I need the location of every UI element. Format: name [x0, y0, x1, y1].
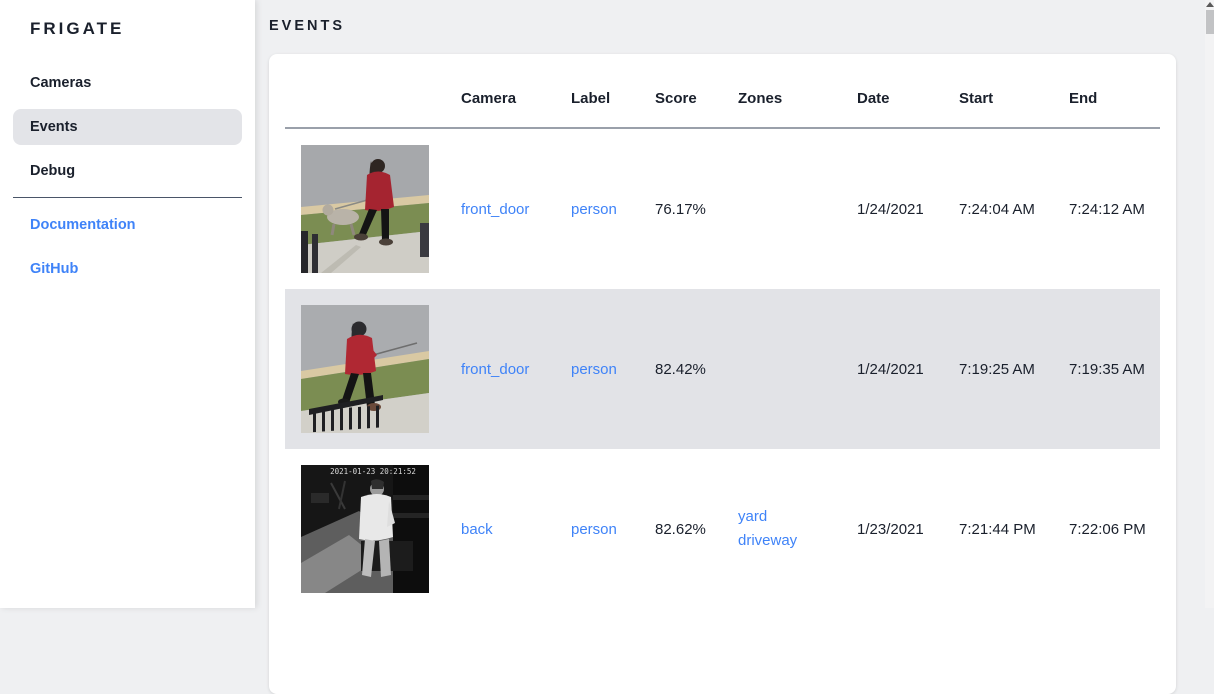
event-row[interactable]: front_door person 76.17% 1/24/2021 7:24:… — [285, 128, 1160, 289]
start-time-value: 7:21:44 PM — [959, 520, 1036, 538]
event-thumbnail-cell — [285, 289, 445, 449]
date-value: 1/24/2021 — [857, 200, 924, 218]
vertical-scrollbar[interactable] — [1205, 0, 1214, 608]
sidebar-item-label: Debug — [30, 163, 76, 179]
column-header-label: Label — [555, 70, 639, 129]
column-header-score: Score — [639, 70, 722, 129]
scrollbar-thumb[interactable] — [1205, 10, 1214, 34]
page-title: EVENTS — [269, 18, 346, 34]
end-time-value: 7:24:12 AM — [1069, 200, 1145, 218]
column-header-thumbnail — [285, 70, 445, 129]
camera-link[interactable]: front_door — [461, 200, 530, 218]
sidebar-nav: Cameras Events Debug — [13, 65, 242, 189]
column-header-zones: Zones — [722, 70, 841, 129]
sidebar-link-label: GitHub — [30, 261, 79, 277]
camera-link[interactable]: back — [461, 520, 493, 538]
sidebar: FRIGATE Cameras Events Debug Documentati… — [0, 0, 255, 608]
event-thumbnail[interactable] — [301, 305, 429, 433]
column-header-date: Date — [841, 70, 943, 129]
sidebar-item-events[interactable]: Events — [13, 109, 242, 145]
end-time-value: 7:22:06 PM — [1069, 520, 1146, 538]
camera-link[interactable]: front_door — [461, 360, 530, 378]
event-thumbnail[interactable]: 2021-01-23 20:21:52 — [301, 465, 429, 593]
event-thumbnail-cell: 2021-01-23 20:21:52 — [285, 449, 445, 609]
events-table: Camera Label Score Zones Date Start End — [285, 70, 1160, 609]
zone-link[interactable]: driveway — [738, 532, 798, 549]
score-value: 82.42% — [655, 360, 706, 378]
event-thumbnail-cell — [285, 128, 445, 289]
label-link[interactable]: person — [571, 200, 617, 218]
zone-link[interactable]: yard — [738, 508, 768, 525]
events-table-header: Camera Label Score Zones Date Start End — [285, 70, 1160, 129]
date-value: 1/23/2021 — [857, 520, 924, 538]
label-link[interactable]: person — [571, 360, 617, 378]
scroll-up-icon[interactable] — [1205, 2, 1214, 7]
event-row[interactable]: front_door person 82.42% 1/24/2021 7:19:… — [285, 289, 1160, 449]
app-logo: FRIGATE — [30, 19, 125, 38]
column-header-camera: Camera — [445, 70, 555, 129]
score-value: 82.62% — [655, 520, 706, 538]
sidebar-item-label: Cameras — [30, 75, 92, 91]
end-time-value: 7:19:35 AM — [1069, 360, 1145, 378]
sidebar-link-documentation[interactable]: Documentation — [13, 207, 242, 243]
start-time-value: 7:24:04 AM — [959, 200, 1035, 218]
zones-cell — [722, 289, 841, 449]
score-value: 76.17% — [655, 200, 706, 218]
zones-cell — [722, 128, 841, 289]
column-header-start: Start — [943, 70, 1053, 129]
label-link[interactable]: person — [571, 520, 617, 538]
sidebar-link-github[interactable]: GitHub — [13, 251, 242, 287]
events-table-body: front_door person 76.17% 1/24/2021 7:24:… — [285, 128, 1160, 609]
sidebar-divider — [13, 197, 242, 198]
sidebar-item-label: Events — [30, 119, 78, 135]
thumbnail-timestamp-overlay: 2021-01-23 20:21:52 — [330, 467, 416, 476]
date-value: 1/24/2021 — [857, 360, 924, 378]
zones-cell: yard driveway — [722, 449, 841, 609]
column-header-end: End — [1053, 70, 1160, 129]
sidebar-link-label: Documentation — [30, 217, 136, 233]
main-content: EVENTS Camera Label Score Zones Date Sta… — [255, 0, 1214, 694]
sidebar-item-cameras[interactable]: Cameras — [13, 65, 242, 101]
events-card: Camera Label Score Zones Date Start End — [269, 54, 1176, 694]
sidebar-item-debug[interactable]: Debug — [13, 153, 242, 189]
event-row[interactable]: 2021-01-23 20:21:52 back person 82.62% y… — [285, 449, 1160, 609]
sidebar-links: Documentation GitHub — [13, 207, 242, 287]
event-thumbnail[interactable] — [301, 145, 429, 273]
start-time-value: 7:19:25 AM — [959, 360, 1035, 378]
